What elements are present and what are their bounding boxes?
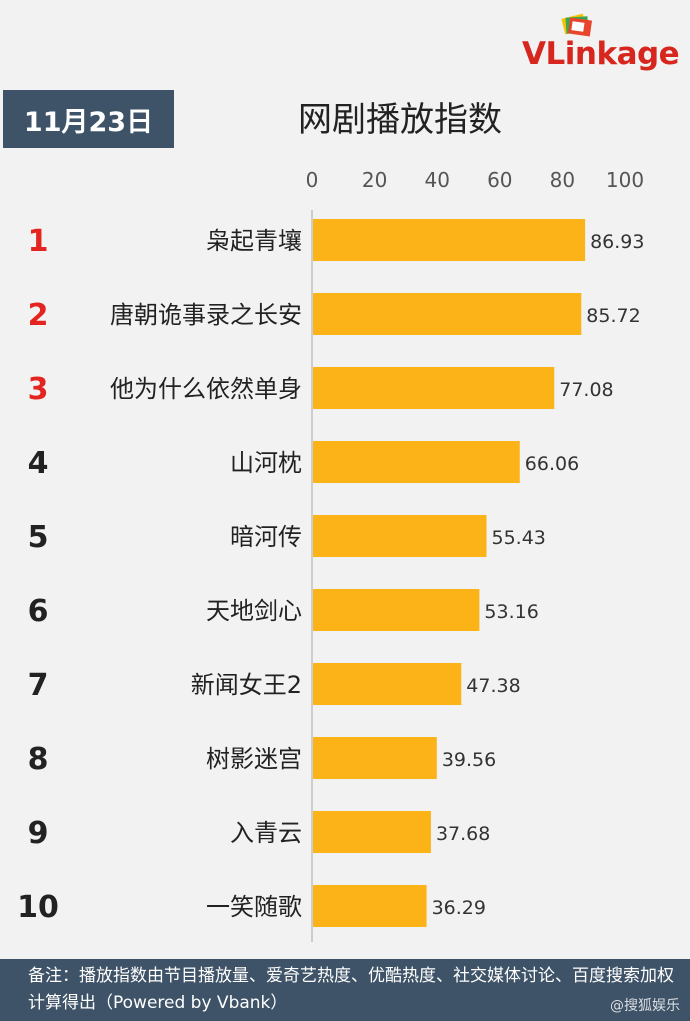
category-label: 树影迷宫 xyxy=(206,745,302,773)
rank-number: 7 xyxy=(28,668,49,703)
value-label: 77.08 xyxy=(559,379,613,401)
bar xyxy=(313,515,487,557)
date-badge: 11月23日 xyxy=(3,90,174,148)
category-label: 入青云 xyxy=(230,819,302,847)
value-label: 53.16 xyxy=(484,601,538,623)
x-tick-label: 100 xyxy=(606,168,644,192)
bar xyxy=(313,811,431,853)
rank-number: 3 xyxy=(28,372,49,407)
bar xyxy=(313,737,437,779)
bar xyxy=(313,885,427,927)
rank-number: 4 xyxy=(28,446,49,481)
category-label: 山河枕 xyxy=(230,449,302,477)
x-tick-label: 60 xyxy=(487,168,512,192)
value-label: 37.68 xyxy=(436,823,490,845)
category-label: 唐朝诡事录之长安 xyxy=(110,301,302,329)
value-label: 39.56 xyxy=(442,749,496,771)
rank-number: 6 xyxy=(28,594,49,629)
footer-note-text: 备注：播放指数由节目播放量、爱奇艺热度、优酷热度、社交媒体讨论、百度搜索加权计算… xyxy=(28,966,674,1013)
x-tick-label: 20 xyxy=(362,168,387,192)
bar xyxy=(313,367,555,409)
category-label: 他为什么依然单身 xyxy=(110,375,302,403)
bar xyxy=(313,293,582,335)
vlinkage-logo: VLinkage xyxy=(522,10,682,74)
value-label: 55.43 xyxy=(491,527,545,549)
x-tick-label: 40 xyxy=(424,168,449,192)
rank-number: 5 xyxy=(28,520,49,555)
rank-number: 2 xyxy=(28,298,49,333)
value-label: 86.93 xyxy=(590,231,644,253)
rank-number: 8 xyxy=(28,742,49,777)
bar xyxy=(313,441,520,483)
category-label: 新闻女王2 xyxy=(191,671,302,699)
watermark: @搜狐娱乐 xyxy=(610,998,680,1014)
x-tick-label: 80 xyxy=(550,168,575,192)
category-label: 枭起青壤 xyxy=(206,227,302,255)
bar xyxy=(313,589,480,631)
x-tick-label: 0 xyxy=(306,168,319,192)
rank-number: 1 xyxy=(28,224,49,259)
value-label: 36.29 xyxy=(432,897,486,919)
value-label: 47.38 xyxy=(466,675,520,697)
rank-number: 10 xyxy=(17,890,59,925)
logo-wordmark: VLinkage xyxy=(522,36,680,72)
category-label: 暗河传 xyxy=(230,523,302,551)
bar-chart: 0 20 40 60 80 100 1 枭起青壤 86.93 2 唐朝诡事录之长安 85.72 3 他为什… xyxy=(17,168,644,942)
chart-title: 网剧播放指数 xyxy=(298,100,502,140)
logo-cards-icon xyxy=(561,13,593,37)
bar xyxy=(313,663,462,705)
bar xyxy=(313,219,586,261)
footer-note: 备注：播放指数由节目播放量、爱奇艺热度、优酷热度、社交媒体讨论、百度搜索加权计算… xyxy=(0,959,690,1021)
category-label: 天地剑心 xyxy=(206,597,302,625)
category-label: 一笑随歌 xyxy=(206,893,302,921)
rank-number: 9 xyxy=(28,816,49,851)
value-label: 66.06 xyxy=(525,453,579,475)
value-label: 85.72 xyxy=(586,305,640,327)
